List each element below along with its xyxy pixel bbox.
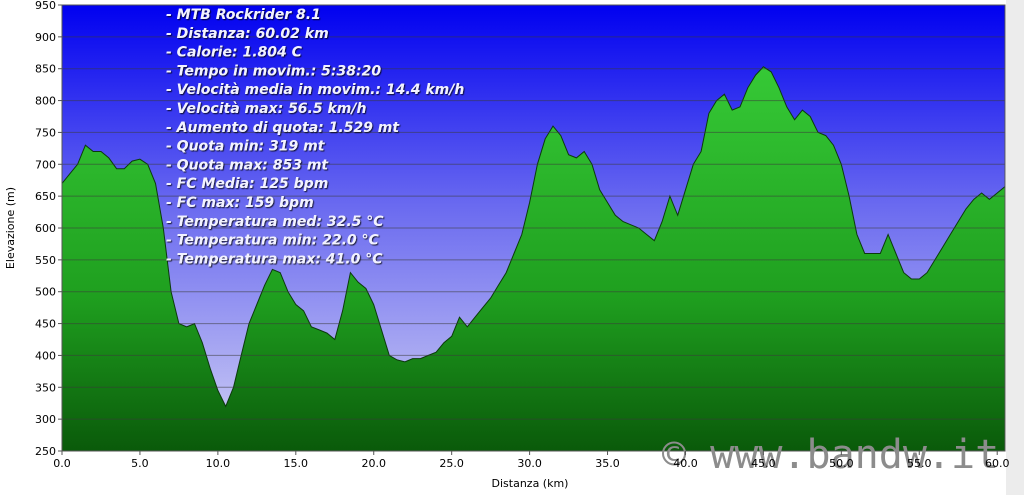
y-tick-label: 300 xyxy=(35,413,56,426)
x-tick-label: 55.0 xyxy=(907,457,932,470)
x-tick-label: 25.0 xyxy=(439,457,464,470)
y-tick-label: 600 xyxy=(35,222,56,235)
x-tick-label: 45.0 xyxy=(751,457,776,470)
y-tick-label: 950 xyxy=(35,0,56,12)
y-tick-label: 900 xyxy=(35,31,56,44)
y-tick-label: 800 xyxy=(35,95,56,108)
x-tick-label: 40.0 xyxy=(673,457,698,470)
y-tick-label: 650 xyxy=(35,190,56,203)
x-tick-label: 15.0 xyxy=(284,457,309,470)
y-tick-label: 250 xyxy=(35,445,56,458)
x-tick-label: 10.0 xyxy=(206,457,231,470)
y-tick-label: 450 xyxy=(35,318,56,331)
annotation: - FC max: 159 bpm xyxy=(166,195,314,211)
annotation: - Aumento di quota: 1.529 mt xyxy=(166,120,400,136)
x-axis-label: Distanza (km) xyxy=(492,477,569,490)
y-tick-label: 350 xyxy=(35,381,56,394)
annotation: - Temperatura max: 41.0 °C xyxy=(166,251,383,267)
annotation: - Velocità max: 56.5 km/h xyxy=(166,101,366,117)
annotation: - Temperatura med: 32.5 °C xyxy=(166,214,384,230)
x-tick-label: 50.0 xyxy=(829,457,854,470)
annotation: - Quota min: 319 mt xyxy=(166,139,326,155)
annotation: - Quota max: 853 mt xyxy=(166,157,329,173)
x-tick-label: 30.0 xyxy=(517,457,542,470)
annotation: - Velocità media in movim.: 14.4 km/h xyxy=(166,82,464,98)
annotation: - FC Media: 125 bpm xyxy=(166,176,328,192)
y-tick-label: 750 xyxy=(35,126,56,139)
annotation: - Distanza: 60.02 km xyxy=(166,26,329,42)
side-strip xyxy=(1006,0,1024,495)
y-tick-label: 400 xyxy=(35,349,56,362)
annotation: - Temperatura min: 22.0 °C xyxy=(166,233,380,249)
x-tick-label: 35.0 xyxy=(595,457,620,470)
x-tick-label: 0.0 xyxy=(53,457,71,470)
x-tick-label: 5.0 xyxy=(131,457,149,470)
y-tick-label: 550 xyxy=(35,254,56,267)
annotation: - MTB Rockrider 8.1 xyxy=(166,7,321,23)
x-tick-label: 60.0 xyxy=(985,457,1010,470)
y-tick-label: 850 xyxy=(35,63,56,76)
y-axis-label: Elevazione (m) xyxy=(4,187,17,269)
annotation: - Tempo in movim.: 5:38:20 xyxy=(166,63,381,79)
annotation: - Calorie: 1.804 C xyxy=(166,45,303,61)
y-tick-label: 500 xyxy=(35,286,56,299)
x-tick-label: 20.0 xyxy=(361,457,386,470)
watermark: © www.bandw.it xyxy=(662,432,999,478)
y-tick-label: 700 xyxy=(35,158,56,171)
